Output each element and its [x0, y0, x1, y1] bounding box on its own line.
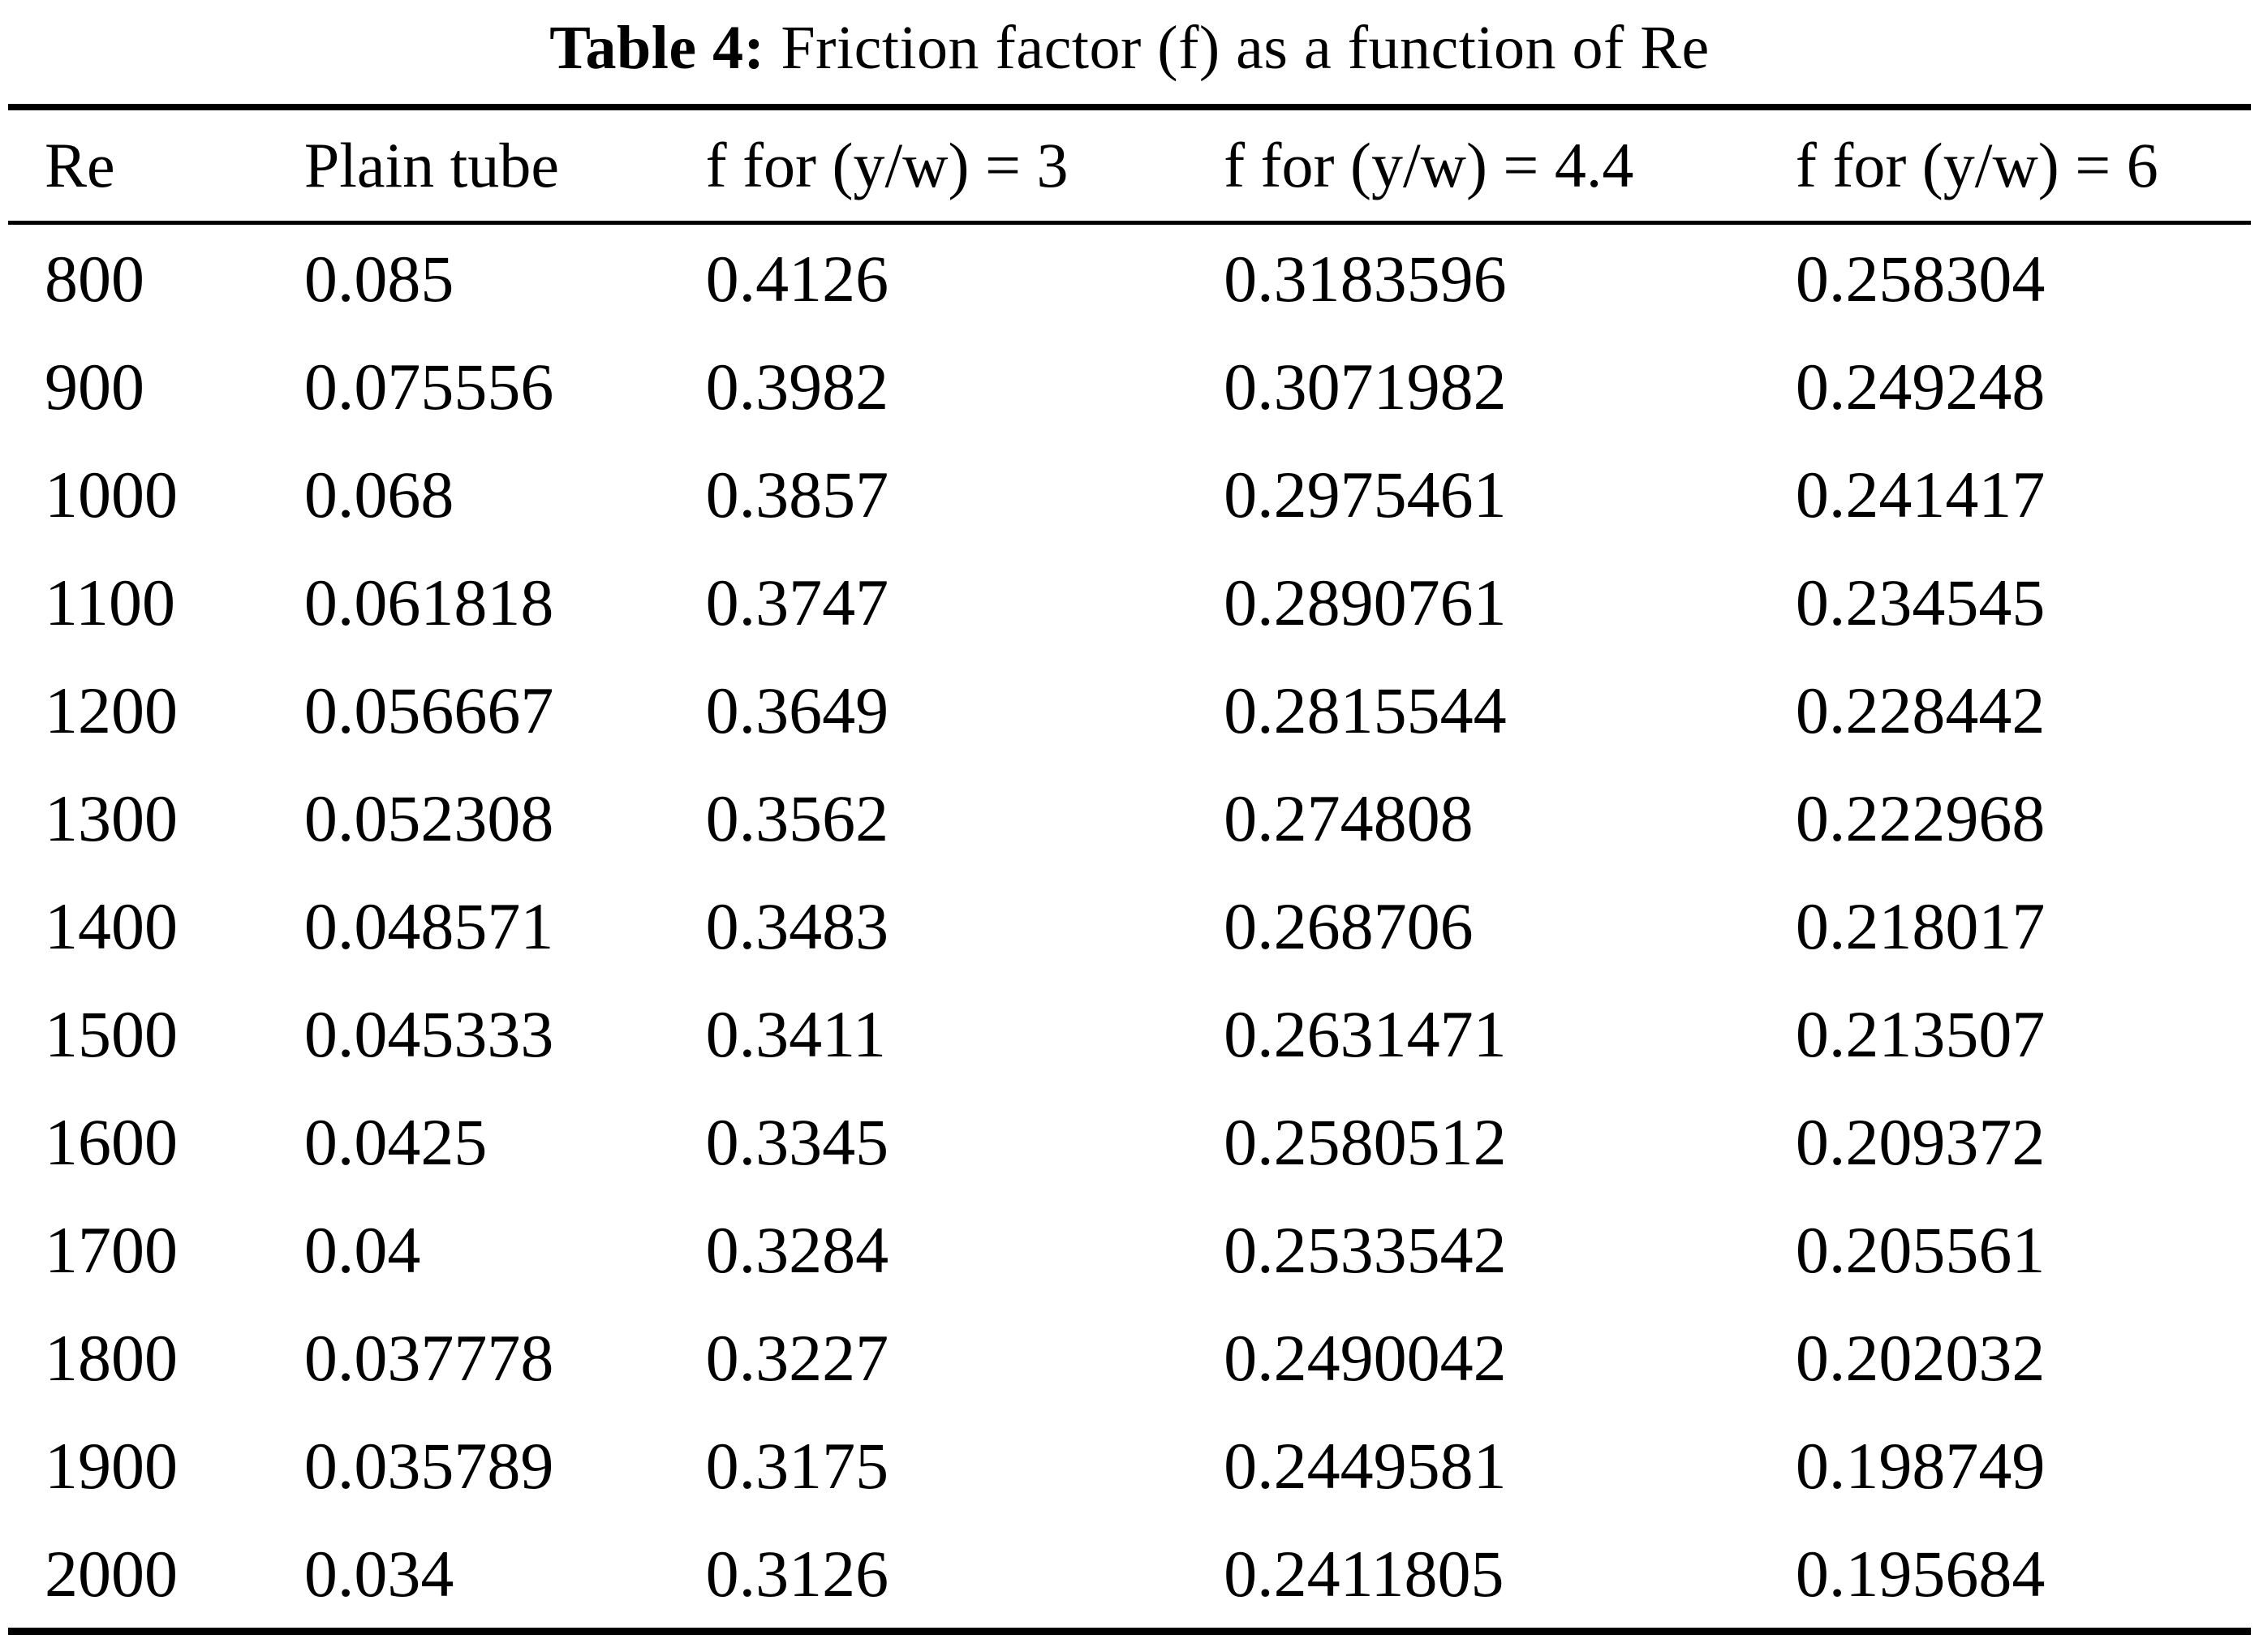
table-cell: 0.249248 [1795, 349, 2046, 424]
table-cell: 900 [45, 349, 144, 424]
table-cell: 0.2631471 [1224, 996, 1507, 1071]
table-cell: 0.056667 [303, 673, 554, 747]
table-cell: 0.3857 [705, 457, 889, 531]
table-row: 2000 0.034 0.3126 0.2411805 0.195684 [8, 1520, 2251, 1632]
table-cell: 1700 [45, 1212, 178, 1287]
table-row: 1700 0.04 0.3284 0.2533542 0.205561 [8, 1196, 2251, 1304]
table-cell: 1100 [45, 565, 175, 639]
table-cell: 0.234545 [1795, 565, 2046, 639]
table-cell: 0.3284 [705, 1212, 889, 1287]
table-cell: 0.2533542 [1224, 1212, 1507, 1287]
table-cell: 0.034 [303, 1536, 454, 1611]
table-cell: 0.228442 [1795, 673, 2046, 747]
friction-factor-table: Re Plain tube f for (y/w) = 3 f for (y/w… [8, 104, 2251, 1635]
table-cell: 0.209372 [1795, 1104, 2046, 1179]
table-cell: 0.2580512 [1224, 1104, 1507, 1179]
table-cell: 0.218017 [1795, 888, 2046, 963]
table-cell: 0.274808 [1224, 781, 1474, 855]
table-cell: 0.2975461 [1224, 457, 1507, 531]
table-cell: 800 [45, 241, 144, 316]
column-header-plain-tube: Plain tube [303, 107, 706, 225]
table-cell: 0.3649 [705, 673, 889, 747]
table-header: Re Plain tube f for (y/w) = 3 f for (y/w… [8, 107, 2251, 225]
table-caption-label: Table 4: [549, 14, 765, 82]
table-cell: 1900 [45, 1428, 178, 1503]
table-cell: 0.3747 [705, 565, 889, 639]
table-row: 1900 0.035789 0.3175 0.2449581 0.198749 [8, 1412, 2251, 1520]
table-cell: 0.3345 [705, 1104, 889, 1179]
column-header-yw-3: f for (y/w) = 3 [705, 107, 1224, 225]
table-cell: 0.048571 [303, 888, 554, 963]
table-cell: 0.3183596 [1224, 241, 1507, 316]
table-cell: 1600 [45, 1104, 178, 1179]
table-cell: 0.198749 [1795, 1428, 2046, 1503]
table-cell: 0.205561 [1795, 1212, 2046, 1287]
table-cell: 0.3483 [705, 888, 889, 963]
table-row: 900 0.075556 0.3982 0.3071982 0.249248 [8, 333, 2251, 441]
table-cell: 0.068 [303, 457, 454, 531]
column-header-yw-6: f for (y/w) = 6 [1795, 107, 2251, 225]
table-row: 1800 0.037778 0.3227 0.2490042 0.202032 [8, 1304, 2251, 1412]
header-row: Re Plain tube f for (y/w) = 3 f for (y/w… [8, 107, 2251, 225]
table-cell: 0.3071982 [1224, 349, 1507, 424]
table-caption-text: Friction factor (f) as a function of Re [781, 14, 1710, 82]
table-row: 1600 0.0425 0.3345 0.2580512 0.209372 [8, 1088, 2251, 1196]
table-cell: 1500 [45, 996, 178, 1071]
table-cell: 0.3227 [705, 1320, 889, 1395]
column-header-re: Re [8, 107, 304, 225]
table-body: 800 0.085 0.4126 0.3183596 0.258304 900 0.0755… [8, 223, 2251, 1632]
table-cell: 0.052308 [303, 781, 554, 855]
table-cell: 2000 [45, 1536, 178, 1611]
table-cell: 0.213507 [1795, 996, 2046, 1071]
table-cell: 0.241417 [1795, 457, 2046, 531]
table-cell: 0.3126 [705, 1536, 889, 1611]
table-cell: 0.222968 [1795, 781, 2046, 855]
table-cell: 0.258304 [1795, 241, 2046, 316]
table-row: 1400 0.048571 0.3483 0.268706 0.218017 [8, 872, 2251, 980]
table-cell: 1200 [45, 673, 178, 747]
table-cell: 0.2490042 [1224, 1320, 1507, 1395]
table-row: 800 0.085 0.4126 0.3183596 0.258304 [8, 223, 2251, 333]
table-cell: 0.061818 [303, 565, 554, 639]
table-cell: 0.2890761 [1224, 565, 1507, 639]
table-cell: 0.045333 [303, 996, 554, 1071]
table-row: 1300 0.052308 0.3562 0.274808 0.222968 [8, 764, 2251, 872]
table-cell: 0.0425 [303, 1104, 488, 1179]
table-row: 1100 0.061818 0.3747 0.2890761 0.234545 [8, 549, 2251, 656]
table-cell: 0.035789 [303, 1428, 554, 1503]
table-cell: 0.075556 [303, 349, 554, 424]
table-row: 1000 0.068 0.3857 0.2975461 0.241417 [8, 441, 2251, 549]
table-cell: 1300 [45, 781, 178, 855]
table-cell: 0.037778 [303, 1320, 554, 1395]
table-cell: 0.268706 [1224, 888, 1474, 963]
table-cell: 0.2815544 [1224, 673, 1507, 747]
table-cell: 0.2411805 [1224, 1536, 1504, 1611]
table-cell: 1400 [45, 888, 178, 963]
table-cell: 1800 [45, 1320, 178, 1395]
table-row: 1500 0.045333 0.3411 0.2631471 0.213507 [8, 980, 2251, 1088]
table-cell: 0.085 [303, 241, 454, 316]
column-header-yw-4-4: f for (y/w) = 4.4 [1224, 107, 1796, 225]
table-cell: 0.195684 [1795, 1536, 2046, 1611]
table-cell: 0.3411 [705, 996, 887, 1071]
table-row: 1200 0.056667 0.3649 0.2815544 0.228442 [8, 656, 2251, 764]
table-cell: 0.202032 [1795, 1320, 2046, 1395]
table-cell: 1000 [45, 457, 178, 531]
table-cell: 0.04 [303, 1212, 421, 1287]
table-cell: 0.4126 [705, 241, 889, 316]
table-cell: 0.3175 [705, 1428, 889, 1503]
table-cell: 0.2449581 [1224, 1428, 1507, 1503]
table-cell: 0.3562 [705, 781, 889, 855]
table-caption: Table 4: Friction factor (f) as a functio… [0, 0, 2259, 104]
table-cell: 0.3982 [705, 349, 889, 424]
